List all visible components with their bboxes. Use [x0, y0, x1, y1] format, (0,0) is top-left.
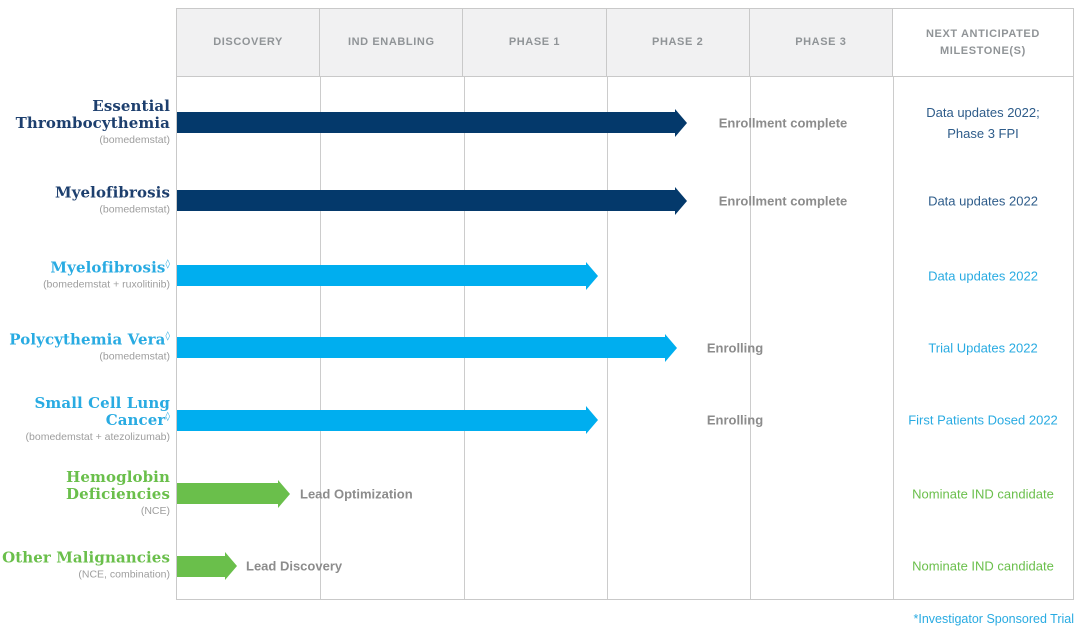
arrow-bar: [177, 483, 278, 504]
status-text: Enrollment complete: [718, 193, 848, 208]
progress-arrow-small-cell-lung-cancer: [177, 406, 598, 434]
milestone-text: Data updates 2022: [928, 268, 1038, 283]
milestone-line: Data updates 2022;: [926, 104, 1040, 120]
arrow-head-icon: [586, 261, 598, 290]
ist-diamond-marker: ◊: [165, 259, 170, 269]
ist-diamond-marker: ◊: [165, 412, 170, 422]
stage-header-row: DISCOVERY IND ENABLING PHASE 1 PHASE 2 P…: [176, 8, 1074, 77]
arrow-bar: [177, 265, 586, 286]
program-compound: (bomedemstat): [99, 203, 170, 215]
arrow-head-icon: [278, 479, 290, 508]
milestone-text: First Patients Dosed 2022: [908, 412, 1058, 428]
arrow-bar: [177, 190, 675, 211]
investigator-sponsored-trial-footnote: *Investigator Sponsored Trial: [913, 612, 1074, 626]
program-name: Essential: [92, 96, 170, 115]
arrow-head-icon: [675, 108, 687, 137]
progress-arrow-myelofibrosis: [177, 186, 687, 215]
program-compound: (bomedemstat): [99, 350, 170, 362]
arrow-bar: [177, 555, 225, 577]
program-compound: (NCE): [140, 504, 170, 517]
status-text: Enrollment complete: [718, 115, 848, 130]
column-header-phase-2: PHASE 2: [606, 9, 750, 76]
arrow-bar: [177, 409, 586, 431]
program-label-essential-thrombocythemia: Essential Thrombocythemia (bomedemstat): [0, 96, 170, 148]
program-name: Small Cell Lung Cancer◊: [34, 394, 170, 429]
milestone-text: Data updates 2022; Phase 3 FPI: [893, 102, 1073, 144]
arrow-bar: [177, 337, 665, 358]
program-compound: (bomedemstat + ruxolitinib): [43, 278, 170, 290]
arrow-head-icon: [586, 406, 598, 434]
program-compound: (bomedemstat + atezolizumab): [25, 431, 170, 443]
program-label-hemoglobin-deficiencies: Hemoglobin Deficiencies (NCE): [0, 467, 170, 519]
milestone-line: Phase 3 FPI: [947, 125, 1019, 141]
program-label-small-cell-lung-cancer: Small Cell Lung Cancer◊ (bomedemstat + a…: [0, 395, 170, 445]
milestone-text: Nominate IND candidate: [912, 558, 1054, 574]
grid-line: [750, 77, 751, 599]
program-name: Other Malignancies: [2, 548, 170, 567]
arrow-bar: [177, 112, 675, 133]
status-text: Enrolling: [706, 340, 764, 355]
progress-arrow-hemoglobin-deficiencies: [177, 479, 290, 508]
program-name: Myelofibrosis◊: [50, 258, 170, 276]
program-name: Hemoglobin Deficiencies: [65, 467, 170, 503]
program-name: Polycythemia Vera◊: [9, 330, 170, 348]
program-label-polycythemia-vera: Polycythemia Vera◊ (bomedemstat): [0, 331, 170, 364]
arrow-head-icon: [225, 552, 237, 580]
milestone-text: Nominate IND candidate: [912, 486, 1054, 501]
status-text: Enrolling: [706, 412, 764, 428]
status-text: Lead Discovery: [246, 558, 343, 574]
progress-arrow-essential-thrombocythemia: [177, 108, 687, 137]
program-name: Myelofibrosis: [54, 183, 170, 201]
grid-line: [893, 77, 894, 599]
program-label-other-malignancies: Other Malignancies (NCE, combination): [0, 548, 170, 583]
column-header-phase-1: PHASE 1: [463, 9, 607, 76]
column-header-ind-enabling: IND ENABLING: [320, 9, 464, 76]
ist-diamond-marker: ◊: [165, 331, 170, 341]
column-header-discovery: DISCOVERY: [177, 9, 321, 76]
arrow-head-icon: [675, 186, 687, 215]
program-label-myelofibrosis: Myelofibrosis (bomedemstat): [0, 184, 170, 217]
column-header-next-milestone: NEXT ANTICIPATED MILESTONE(S): [892, 9, 1073, 76]
progress-arrow-other-malignancies: [177, 552, 237, 580]
column-header-phase-3: PHASE 3: [749, 9, 893, 76]
progress-arrow-polycythemia-vera: [177, 333, 677, 362]
program-label-myelofibrosis-ist: Myelofibrosis◊ (bomedemstat + ruxolitini…: [0, 259, 170, 292]
program-compound: (bomedemstat): [99, 133, 170, 146]
program-name: Thrombocythemia: [15, 113, 170, 132]
milestone-text: Trial Updates 2022: [928, 340, 1038, 355]
milestone-text: Data updates 2022: [928, 193, 1038, 208]
status-text: Lead Optimization: [300, 486, 413, 501]
program-compound: (NCE, combination): [78, 568, 170, 581]
arrow-head-icon: [665, 333, 677, 362]
progress-arrow-myelofibrosis-ist: [177, 261, 598, 290]
